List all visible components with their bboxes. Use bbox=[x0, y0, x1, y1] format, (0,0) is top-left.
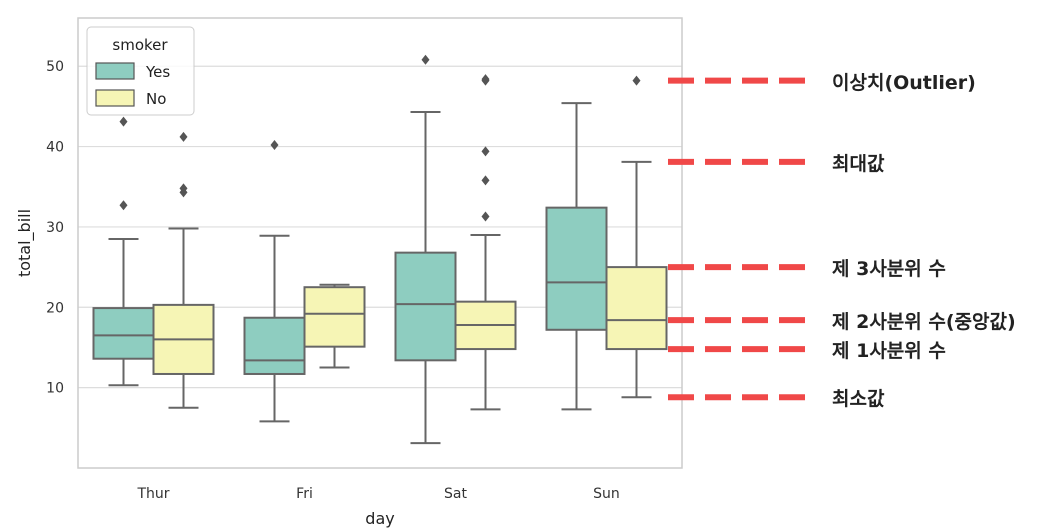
plot-frame bbox=[77, 17, 683, 469]
outlier-fri-yes-0 bbox=[270, 139, 279, 150]
box-thur-yes bbox=[92, 307, 155, 360]
y-tick-20: 20 bbox=[46, 300, 64, 316]
annotation-label-3: 제 2사분위 수(중앙값) bbox=[832, 311, 1016, 334]
outlier-thur-no-1 bbox=[179, 183, 188, 194]
legend: smoker Yes No bbox=[86, 26, 195, 116]
box-sun-yes bbox=[545, 206, 608, 331]
box-fri-no bbox=[303, 286, 366, 348]
annotation-label-1: 최대값 bbox=[832, 152, 885, 175]
y-tick-labels: 10 20 30 40 50 bbox=[46, 59, 64, 396]
annotation-label-0: 이상치(Outlier) bbox=[832, 71, 976, 94]
legend-swatch-no bbox=[95, 89, 135, 107]
outlier-sat-no-4 bbox=[481, 74, 490, 85]
annotation-label-5: 최소값 bbox=[832, 388, 885, 411]
outlier-sat-no-0 bbox=[481, 211, 490, 222]
outlier-sat-no-2 bbox=[481, 146, 490, 157]
annotation-label-2: 제 3사분위 수 bbox=[832, 258, 946, 281]
legend-swatch-yes bbox=[95, 62, 135, 80]
boxes bbox=[92, 54, 668, 445]
outlier-thur-yes-0 bbox=[119, 200, 128, 211]
y-tick-50: 50 bbox=[46, 59, 64, 75]
y-tick-30: 30 bbox=[46, 220, 64, 236]
outlier-thur-no-2 bbox=[179, 131, 188, 142]
x-tick-thur: Thur bbox=[136, 486, 169, 502]
x-tick-sun: Sun bbox=[593, 486, 620, 502]
annotation-label-4: 제 1사분위 수 bbox=[832, 340, 946, 363]
box-sat-yes bbox=[394, 251, 457, 362]
y-tick-10: 10 bbox=[46, 381, 64, 397]
legend-title: smoker bbox=[112, 36, 168, 54]
annotation-lines bbox=[668, 77, 810, 401]
outlier-sun-no-0 bbox=[632, 75, 641, 86]
box-fri-yes bbox=[243, 316, 306, 375]
box-sun-no bbox=[605, 266, 668, 351]
y-axis-label: total_bill bbox=[15, 209, 35, 277]
outlier-sat-no-1 bbox=[481, 175, 490, 186]
outlier-sat-yes-0 bbox=[421, 54, 430, 65]
x-tick-labels: Thur Fri Sat Sun bbox=[136, 486, 619, 502]
x-tick-fri: Fri bbox=[296, 486, 313, 502]
legend-label-yes: Yes bbox=[145, 63, 170, 81]
y-tick-40: 40 bbox=[46, 140, 64, 156]
x-tick-sat: Sat bbox=[444, 486, 467, 502]
outlier-thur-yes-1 bbox=[119, 116, 128, 127]
legend-label-no: No bbox=[146, 90, 166, 108]
x-axis-label: day bbox=[365, 509, 394, 528]
